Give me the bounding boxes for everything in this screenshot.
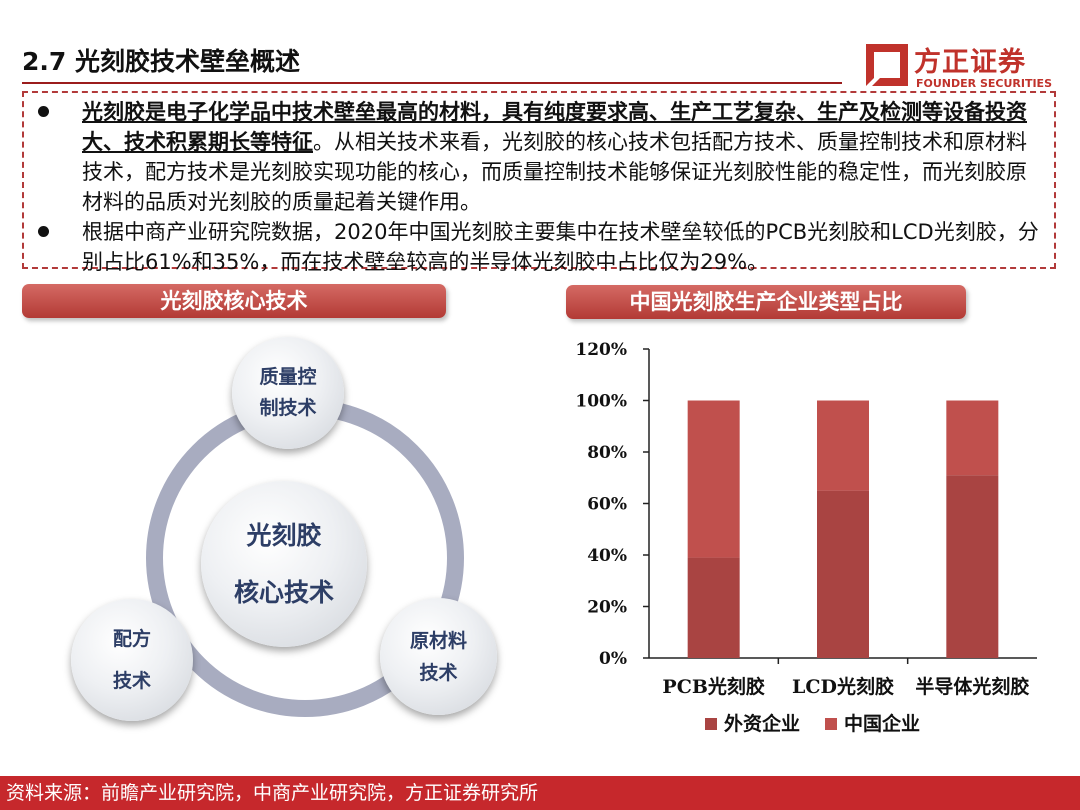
bullet-dot-icon bbox=[38, 106, 49, 117]
company-logo: 方正证券 FOUNDER SECURITIES bbox=[866, 38, 1056, 94]
y-tick-label: 80% bbox=[587, 443, 627, 463]
legend-swatch bbox=[825, 718, 837, 730]
bullet-1-text: 光刻胶是电子化学品中技术壁垒最高的材料，具有纯度要求高、生产工艺复杂、生产及检测… bbox=[82, 97, 1042, 217]
core-tech-heading: 光刻胶核心技术 bbox=[22, 284, 446, 318]
left-node-line2: 技术 bbox=[112, 670, 151, 692]
y-tick-label: 120% bbox=[575, 340, 627, 360]
x-tick-label: 半导体光刻胶 bbox=[915, 675, 1029, 698]
footer-source: 资料来源：前瞻产业研究院，中商产业研究院，方正证券研究所 bbox=[0, 776, 1080, 810]
bullet-1-emphasis: 光刻胶是电子化学品中技术壁垒最高的材料，具有纯度要求高、生产工艺复杂、生产及检测… bbox=[82, 100, 1027, 154]
core-tech-center-node: 光刻胶 核心技术 bbox=[201, 481, 367, 647]
chart-heading: 中国光刻胶生产企业类型占比 bbox=[566, 285, 966, 319]
page-title: 2.7 光刻胶技术壁垒概述 bbox=[22, 47, 300, 76]
center-node-line2: 核心技术 bbox=[233, 578, 334, 607]
bullet-1-body: 。从相关技术来看，光刻胶的核心技术包括配方技术、质量控制技术和原材料技术，配方技… bbox=[82, 130, 1027, 214]
bar-segment bbox=[946, 475, 999, 658]
legend-label: 外资企业 bbox=[724, 712, 800, 735]
y-tick-label: 20% bbox=[587, 598, 627, 618]
formula-node: 配方 技术 bbox=[71, 599, 193, 721]
logo-name-cn: 方正证券 bbox=[914, 47, 1026, 78]
founder-logo-icon bbox=[866, 44, 908, 86]
center-node-line1: 光刻胶 bbox=[246, 521, 322, 550]
top-node-line2: 制技术 bbox=[259, 397, 317, 419]
x-tick-label: PCB光刻胶 bbox=[662, 675, 764, 698]
bar-segment bbox=[817, 400, 869, 491]
bullet-dot-icon bbox=[38, 226, 49, 237]
summary-box: 光刻胶是电子化学品中技术壁垒最高的材料，具有纯度要求高、生产工艺复杂、生产及检测… bbox=[22, 91, 1056, 274]
enterprise-type-chart: 0% 20% 40% 60% 80% 100% 120% PCB光刻胶 LCD光刻胶 半导体光刻胶… bbox=[575, 340, 1037, 735]
y-tick-label: 40% bbox=[587, 546, 627, 566]
legend-swatch bbox=[705, 718, 717, 730]
bullet-2-text: 根据中商产业研究院数据，2020年中国光刻胶主要集中在技术壁垒较低的PCB光刻胶… bbox=[82, 220, 1039, 274]
y-tick-label: 0% bbox=[599, 649, 627, 669]
top-node-line1: 质量控 bbox=[259, 366, 317, 388]
logo-name-en: FOUNDER SECURITIES bbox=[916, 77, 1052, 90]
right-node-line2: 技术 bbox=[419, 661, 458, 684]
bar-segment bbox=[687, 557, 740, 658]
y-tick-label: 100% bbox=[575, 392, 627, 412]
title-divider bbox=[22, 82, 842, 84]
left-node-line1: 配方 bbox=[112, 628, 151, 650]
y-tick-label: 60% bbox=[587, 495, 627, 515]
raw-material-node: 原材料 技术 bbox=[380, 598, 497, 715]
x-tick-label: LCD光刻胶 bbox=[792, 675, 894, 698]
bar-segment bbox=[687, 400, 740, 558]
bar-segment bbox=[817, 490, 869, 658]
bar-segment bbox=[946, 400, 999, 476]
legend-label: 中国企业 bbox=[844, 712, 920, 735]
quality-control-node: 质量控 制技术 bbox=[232, 337, 344, 449]
right-node-line1: 原材料 bbox=[409, 629, 467, 652]
